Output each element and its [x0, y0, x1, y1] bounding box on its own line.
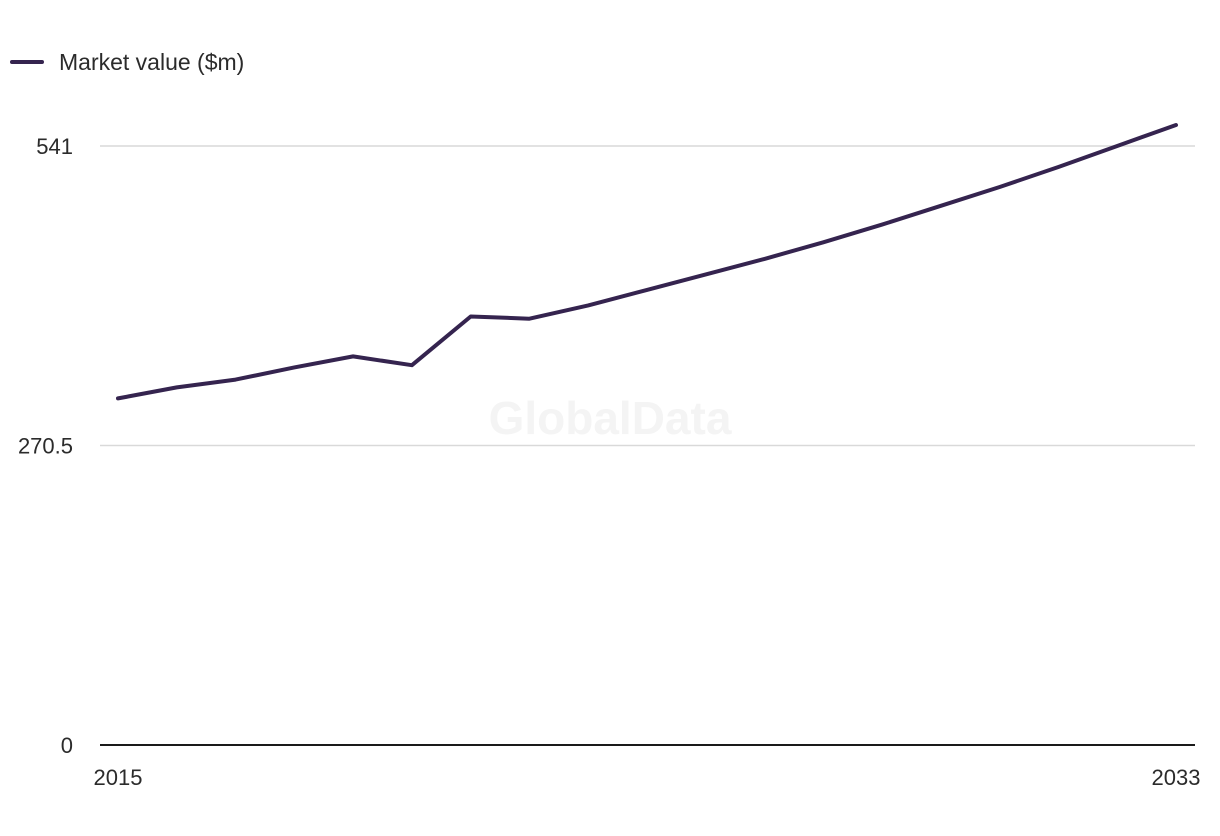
y-tick-label: 0 — [61, 733, 73, 758]
x-tick-label: 2015 — [94, 765, 143, 790]
legend: Market value ($m) — [10, 49, 244, 75]
legend-label: Market value ($m) — [59, 49, 244, 75]
market-value-line — [116, 123, 1178, 401]
x-tick-label: 2033 — [1152, 765, 1201, 790]
y-tick-label: 270.5 — [18, 434, 73, 459]
y-tick-label: 541 — [36, 134, 73, 159]
watermark: GlobalData — [489, 392, 732, 444]
